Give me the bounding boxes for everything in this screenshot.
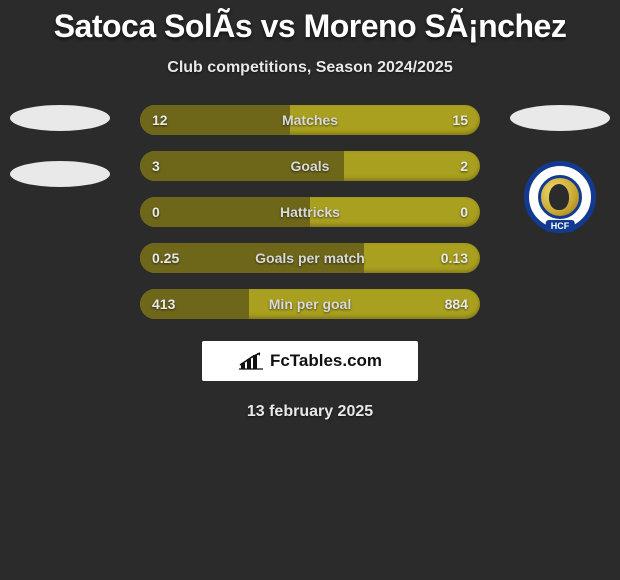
stat-right-value: 884 xyxy=(445,296,468,312)
right-column: HCF xyxy=(500,105,620,233)
brand-chart-icon xyxy=(238,351,264,371)
comparison-content: HCF 12 Matches 15 3 Goals 2 0 Hattricks … xyxy=(0,105,620,421)
stat-label: Goals xyxy=(291,158,330,174)
stat-label: Goals per match xyxy=(255,250,365,266)
stats-bars: 12 Matches 15 3 Goals 2 0 Hattricks 0 0.… xyxy=(140,105,480,319)
stat-right-value: 2 xyxy=(460,158,468,174)
club-badge-right: HCF xyxy=(524,161,596,233)
stat-left-value: 12 xyxy=(152,112,168,128)
stat-row-min-per-goal: 413 Min per goal 884 xyxy=(140,289,480,319)
stat-row-goals: 3 Goals 2 xyxy=(140,151,480,181)
stat-right-value: 0.13 xyxy=(441,250,468,266)
stat-left-value: 413 xyxy=(152,296,175,312)
date: 13 february 2025 xyxy=(0,403,620,421)
stat-left-value: 3 xyxy=(152,158,160,174)
stat-row-hattricks: 0 Hattricks 0 xyxy=(140,197,480,227)
player-right-placeholder xyxy=(510,105,610,131)
player-left-placeholder-2 xyxy=(10,161,110,187)
stat-label: Hattricks xyxy=(280,204,340,220)
club-badge-inner xyxy=(538,175,582,219)
stat-row-matches: 12 Matches 15 xyxy=(140,105,480,135)
brand-box: FcTables.com xyxy=(202,341,418,381)
stat-left-value: 0.25 xyxy=(152,250,179,266)
stat-right-value: 15 xyxy=(452,112,468,128)
stat-left-value: 0 xyxy=(152,204,160,220)
left-column xyxy=(0,105,120,187)
subtitle: Club competitions, Season 2024/2025 xyxy=(0,59,620,77)
brand-text: FcTables.com xyxy=(270,351,382,371)
page-title: Satoca SolÃ­s vs Moreno SÃ¡nchez xyxy=(0,0,620,45)
stat-label: Min per goal xyxy=(269,296,351,312)
player-left-placeholder-1 xyxy=(10,105,110,131)
stat-row-goals-per-match: 0.25 Goals per match 0.13 xyxy=(140,243,480,273)
club-badge-tag: HCF xyxy=(546,220,575,232)
stat-label: Matches xyxy=(282,112,338,128)
stat-right-value: 0 xyxy=(460,204,468,220)
